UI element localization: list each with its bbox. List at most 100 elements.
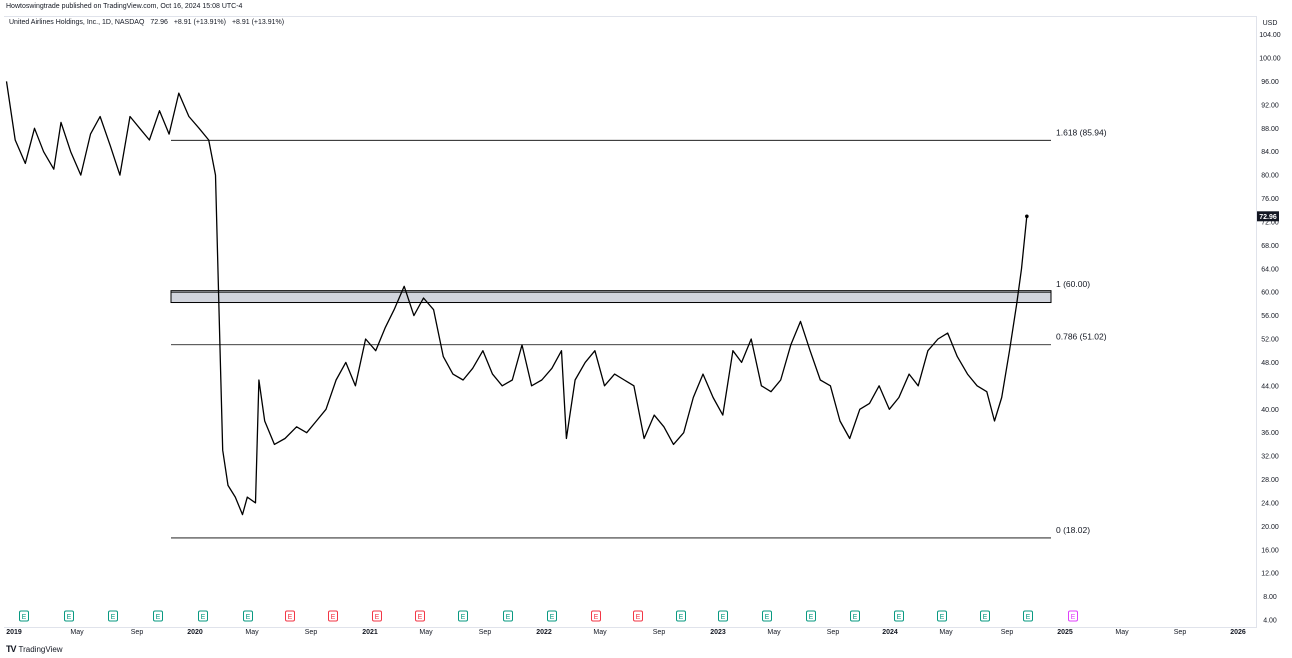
price-series-line: [5, 81, 1028, 516]
symbol-legend: United Airlines Holdings, Inc., 1D, NASD…: [9, 19, 288, 26]
y-tick-label: 76.00: [1261, 196, 1279, 203]
y-tick-label: 12.00: [1261, 571, 1279, 578]
y-tick-label: 96.00: [1261, 79, 1279, 86]
last-price-label: 72.96: [1259, 214, 1277, 221]
fib-level-label: 1 (60.00): [1056, 279, 1090, 289]
earnings-marker: [894, 610, 904, 622]
x-tick-label: May: [593, 629, 607, 636]
y-tick-label: 68.00: [1261, 243, 1279, 250]
change-value-2: +8.91 (+13.91%): [231, 19, 285, 26]
time-axis-divider: [4, 627, 1257, 628]
earnings-marker: [198, 610, 208, 622]
earnings-marker: [762, 610, 772, 622]
earnings-marker: [1023, 610, 1033, 622]
x-tick-label: Sep: [131, 629, 144, 636]
currency-label: USD: [1262, 20, 1278, 27]
tradingview-logo-icon: TV: [6, 644, 16, 654]
earnings-marker-label: E: [897, 614, 902, 621]
fib-band-60: [170, 290, 1052, 304]
y-tick-label: 64.00: [1261, 266, 1279, 273]
y-tick-label: 8.00: [1263, 594, 1277, 601]
x-tick-label: 2021: [362, 629, 378, 636]
y-tick-label: 44.00: [1261, 383, 1279, 390]
earnings-marker-label: E: [940, 614, 945, 621]
y-tick-label: 52.00: [1261, 337, 1279, 344]
y-tick-label: 36.00: [1261, 430, 1279, 437]
y-tick-label: 72.00: [1261, 219, 1279, 226]
earnings-marker: [328, 610, 338, 622]
earnings-marker-label: E: [679, 614, 684, 621]
y-tick-label: 60.00: [1261, 290, 1279, 297]
x-tick-label: 2025: [1057, 629, 1073, 636]
footer-brand: TV TradingView: [6, 644, 63, 654]
earnings-marker: [285, 610, 295, 622]
fib-level-label: 1.618 (85.94): [1056, 127, 1107, 137]
earnings-marker: [503, 610, 513, 622]
last-close: 72.96: [150, 19, 168, 26]
symbol-title: United Airlines Holdings, Inc., 1D, NASD…: [9, 19, 145, 26]
y-tick-label: 100.00: [1259, 56, 1281, 63]
change-value: +8.91 (+13.91%): [173, 19, 226, 26]
chart-frame-top: [4, 16, 1256, 17]
y-tick-label: 24.00: [1261, 500, 1279, 507]
x-tick-label: May: [1115, 629, 1129, 636]
earnings-marker-label: E: [156, 614, 161, 621]
earnings-marker-label: E: [853, 614, 858, 621]
y-tick-label: 88.00: [1261, 126, 1279, 133]
last-price-point: [1025, 214, 1029, 219]
x-tick-label: May: [939, 629, 953, 636]
y-tick-label: 4.00: [1263, 618, 1277, 625]
x-tick-label: Sep: [1174, 629, 1187, 636]
x-tick-label: 2023: [710, 629, 726, 636]
earnings-marker: [108, 610, 118, 622]
earnings-marker: [676, 610, 686, 622]
fib-level-label: 0.786 (51.02): [1056, 332, 1107, 342]
earnings-marker: [153, 610, 163, 622]
earnings-marker: [64, 610, 74, 622]
earnings-marker: [937, 610, 947, 622]
earnings-marker-label: E: [22, 614, 27, 621]
fib-level-label: 0 (18.02): [1056, 525, 1090, 535]
earnings-marker: [633, 610, 643, 622]
earnings-marker-label: E: [1071, 614, 1076, 621]
earnings-marker-label: E: [809, 614, 814, 621]
x-tick-label: 2026: [1230, 629, 1246, 636]
y-tick-label: 40.00: [1261, 407, 1279, 414]
earnings-marker-label: E: [375, 614, 380, 621]
earnings-marker: [591, 610, 601, 622]
earnings-marker-label: E: [594, 614, 599, 621]
earnings-marker-label: E: [418, 614, 423, 621]
x-tick-label: May: [419, 629, 433, 636]
brand-name: TradingView: [18, 644, 63, 654]
earnings-marker-label: E: [550, 614, 555, 621]
earnings-marker: [458, 610, 468, 622]
earnings-marker-label: E: [461, 614, 466, 621]
earnings-marker: [806, 610, 816, 622]
earnings-marker-label: E: [765, 614, 770, 621]
earnings-marker-label: E: [506, 614, 511, 621]
earnings-marker-label: E: [983, 614, 988, 621]
x-tick-label: Sep: [305, 629, 318, 636]
earnings-marker-label: E: [636, 614, 641, 621]
y-tick-label: 48.00: [1261, 360, 1279, 367]
y-tick-label: 80.00: [1261, 173, 1279, 180]
y-tick-label: 32.00: [1261, 454, 1279, 461]
earnings-marker-label: E: [201, 614, 206, 621]
published-info: Howtoswingtrade published on TradingView…: [6, 3, 243, 10]
x-tick-label: Sep: [653, 629, 666, 636]
y-tick-label: 84.00: [1261, 149, 1279, 156]
last-price-badge: [1257, 211, 1279, 222]
earnings-marker-label: E: [246, 614, 251, 621]
earnings-marker: [718, 610, 728, 622]
earnings-marker-label: E: [331, 614, 336, 621]
y-tick-label: 28.00: [1261, 477, 1279, 484]
earnings-marker: [1068, 610, 1078, 622]
x-tick-label: May: [245, 629, 259, 636]
x-tick-label: 2020: [187, 629, 203, 636]
y-tick-label: 56.00: [1261, 313, 1279, 320]
x-tick-label: May: [767, 629, 781, 636]
earnings-marker-label: E: [721, 614, 726, 621]
earnings-marker: [980, 610, 990, 622]
x-tick-label: 2024: [882, 629, 898, 636]
